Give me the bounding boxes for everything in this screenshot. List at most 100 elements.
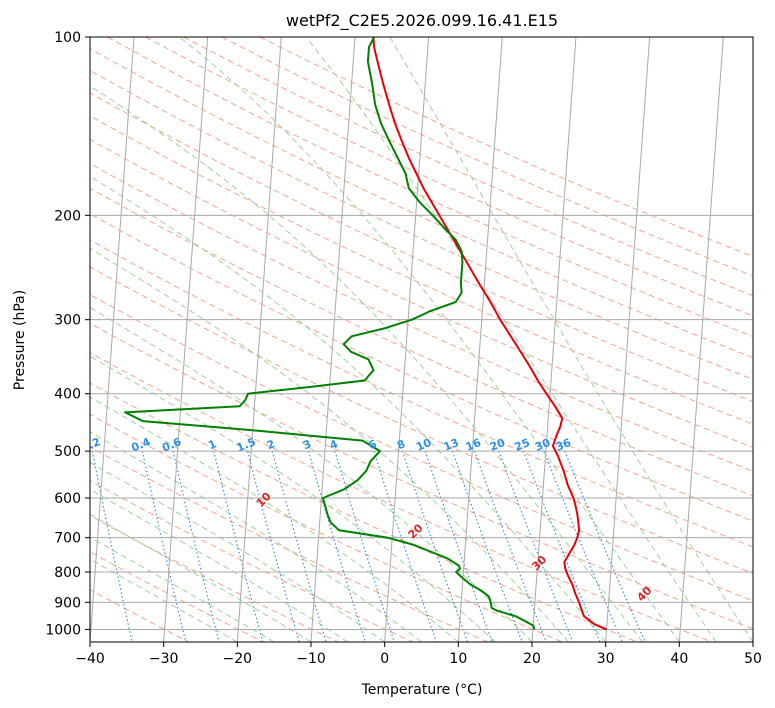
dry-adiabat (90, 69, 753, 380)
moist-adiabat (90, 461, 385, 642)
sounding-series (124, 37, 607, 631)
dry-adiabat (90, 266, 753, 574)
moist-adiabat (90, 355, 496, 642)
moist-adiabat (90, 431, 422, 642)
y-tick-label: 900 (54, 595, 81, 611)
y-axis-label: Pressure (hPa) (12, 290, 28, 390)
dry-adiabat (221, 37, 753, 277)
mixing-ratio-label: 4 (328, 437, 340, 452)
mixing-ratio-line (141, 450, 187, 642)
dry-adiabat (90, 163, 753, 472)
mixing-ratio-line (271, 450, 327, 642)
y-tick-label: 600 (54, 491, 81, 507)
y-tick-label: 800 (54, 565, 81, 581)
dry-adiabat (90, 551, 265, 642)
dry-adiabat (90, 115, 753, 425)
dry-adiabat (90, 446, 489, 642)
isotherm (678, 37, 724, 642)
moist-adiabat (90, 175, 607, 642)
x-tick-label: 30 (597, 651, 615, 667)
x-tick-label: −10 (296, 651, 326, 667)
x-tick-label: −20 (223, 651, 253, 667)
y-tick-label: 400 (54, 387, 81, 403)
mixing-ratio-label: 8 (395, 437, 407, 452)
mixing-ratio-label: 0.6 (160, 435, 183, 454)
isotherm (605, 37, 651, 642)
x-tick-label: 50 (744, 651, 762, 667)
y-tick-label: 300 (54, 313, 81, 329)
x-tick-label: 20 (523, 651, 541, 667)
isotherm (310, 37, 356, 642)
x-tick-label: 0 (380, 651, 389, 667)
y-tick-label: 200 (54, 208, 81, 224)
moist-adiabat (90, 513, 312, 642)
mixing-ratio-label: 36 (554, 436, 573, 454)
isotherm (163, 37, 209, 642)
chart-title: wetPf2_C2E5.2026.099.16.41.E15 (286, 11, 558, 31)
mixing-ratio-lines (45, 450, 646, 644)
isotherm (236, 37, 282, 642)
dry-adiabats (90, 37, 753, 642)
dry-adiabat (183, 37, 753, 297)
mixing-ratio-line (401, 450, 469, 642)
isobars (90, 37, 753, 630)
mixing-ratio-label: 13 (442, 436, 461, 454)
x-tick-label: 10 (449, 651, 467, 667)
x-axis-ticks: −40 −30 −20 −10 0 10 20 30 40 50 (75, 642, 762, 667)
mixing-ratio-label: 3 (301, 437, 313, 452)
mixing-ratio-line (424, 450, 493, 642)
mixing-ratio-line (91, 450, 133, 642)
mixing-ratio-line (172, 450, 220, 642)
mixing-ratio-label: 30 (533, 436, 552, 454)
y-tick-label: 1000 (45, 622, 81, 638)
mixing-ratio-label: 0.1 (33, 435, 56, 454)
adiabat-labels: -100-90-80-70-60-50-40-30-20-10010203040… (33, 435, 655, 604)
mixing-ratio-label: 1 (206, 437, 218, 452)
mixing-ratio-label: 6 (367, 437, 379, 452)
y-tick-label: 500 (54, 444, 81, 460)
moist-adiabat (90, 248, 570, 642)
temperature-line (372, 37, 607, 631)
moist-adiabat-label: 40 (634, 584, 654, 604)
dry-adiabat (90, 92, 753, 403)
mixing-ratio-line (307, 450, 366, 642)
dry-adiabat (107, 37, 753, 338)
moist-adiabats (90, 37, 753, 642)
mixing-ratio-line (451, 450, 523, 642)
x-tick-label: 40 (670, 651, 688, 667)
mixing-ratio-line (45, 451, 82, 644)
mixing-ratio-line (334, 450, 395, 642)
moist-adiabat (90, 85, 643, 642)
dry-adiabat (90, 515, 340, 642)
isotherm (90, 37, 135, 642)
isotherm (752, 635, 753, 642)
y-tick-label: 100 (54, 30, 81, 46)
y-axis-ticks: 100 200 300 400 500 600 700 800 900 1000 (45, 30, 90, 638)
dry-adiabat (90, 413, 564, 642)
dry-adiabat (90, 213, 753, 522)
y-tick-label: 700 (54, 531, 81, 547)
mixing-ratio-line (373, 450, 438, 642)
dry-adiabat (90, 352, 714, 642)
moist-adiabat-label: 10 (254, 490, 274, 510)
moist-adiabat (389, 37, 753, 642)
moist-adiabat (90, 306, 533, 642)
mixing-ratio-label: 16 (464, 436, 483, 454)
mixing-ratio-label: 1.5 (235, 435, 258, 454)
dewpoint-line (124, 37, 536, 630)
dry-adiabat (90, 322, 753, 630)
x-tick-label: −40 (75, 651, 105, 667)
dry-adiabat (90, 294, 753, 602)
plot-area: -100-90-80-70-60-50-40-30-20-10010203040… (33, 37, 753, 644)
moist-adiabat (90, 536, 275, 642)
moist-adiabat-label: 30 (529, 553, 549, 573)
mixing-ratio-label: 10 (414, 436, 433, 454)
plot-frame (89, 36, 754, 643)
mixing-ratio-line (474, 450, 547, 642)
dry-adiabat (90, 138, 753, 449)
dry-adiabat (90, 187, 753, 497)
mixing-ratio-line (213, 450, 264, 642)
x-tick-label: −30 (149, 651, 179, 667)
x-axis-label: Temperature (°C) (361, 682, 483, 698)
